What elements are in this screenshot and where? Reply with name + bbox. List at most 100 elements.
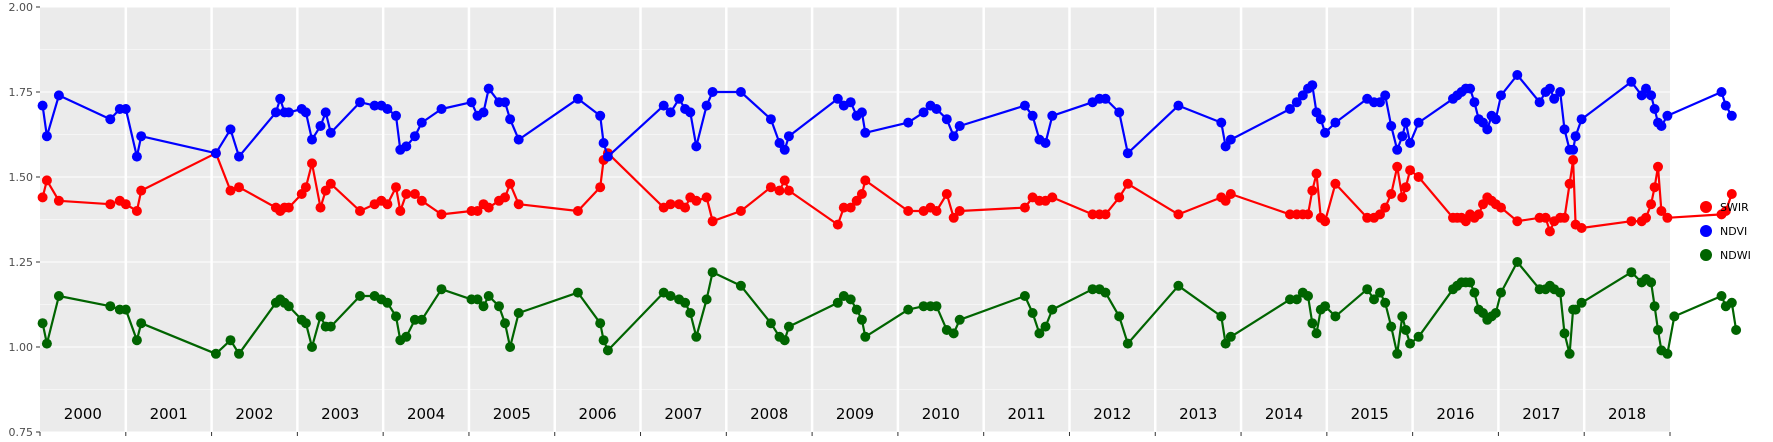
data-point-ndvi <box>779 144 790 155</box>
data-point-ndwi <box>1220 338 1231 349</box>
data-point-swir <box>483 202 494 213</box>
data-point-ndwi <box>1375 287 1385 298</box>
data-point-ndwi <box>602 345 613 356</box>
data-point-ndvi <box>685 107 696 118</box>
data-point-ndvi <box>1716 87 1727 97</box>
data-point-ndwi <box>851 304 862 315</box>
data-point-ndwi <box>1570 304 1581 315</box>
x-axis <box>39 432 1671 436</box>
data-point-swir <box>860 175 871 186</box>
data-point-ndwi <box>1469 287 1480 298</box>
year-label: 2008 <box>750 405 788 423</box>
data-point-ndwi <box>903 304 914 315</box>
data-point-ndvi <box>41 131 52 142</box>
data-point-swir <box>1019 202 1030 213</box>
data-point-ndvi <box>783 131 794 142</box>
data-point-ndwi <box>283 301 294 312</box>
data-point-swir <box>1114 192 1125 203</box>
data-point-swir <box>1626 216 1637 227</box>
data-point-ndvi <box>225 124 236 135</box>
data-point-ndvi <box>832 93 843 104</box>
data-point-swir <box>1413 172 1424 182</box>
legend-label-swir: SWIR <box>1720 201 1749 214</box>
data-point-ndvi <box>1512 70 1523 80</box>
data-point-ndwi <box>1649 301 1660 312</box>
year-label: 2013 <box>1179 405 1217 423</box>
data-point-ndwi <box>505 342 516 352</box>
data-point-ndwi <box>1512 257 1523 267</box>
data-point-ndwi <box>53 291 64 301</box>
data-point-ndvi <box>1549 93 1560 104</box>
data-point-ndwi <box>948 328 959 339</box>
data-point-ndvi <box>483 83 494 94</box>
data-point-swir <box>691 195 702 206</box>
data-point-ndvi <box>1375 97 1385 108</box>
data-point-ndwi <box>1307 318 1318 329</box>
data-point-ndwi <box>598 335 609 346</box>
data-point-ndvi <box>37 100 48 111</box>
data-point-swir <box>1173 209 1184 220</box>
data-point-ndwi <box>1216 311 1227 322</box>
data-point-ndwi <box>1330 311 1341 322</box>
data-point-swir <box>120 199 131 210</box>
data-point-swir <box>838 202 849 213</box>
data-point-swir <box>1047 192 1058 203</box>
data-point-ndvi <box>1220 141 1231 152</box>
data-point-swir <box>1726 189 1737 199</box>
legend-label-ndwi: NDWI <box>1720 249 1751 262</box>
data-point-swir <box>436 209 447 220</box>
data-point-ndvi <box>948 131 959 142</box>
data-point-swir <box>283 202 294 213</box>
data-point-swir <box>41 175 52 186</box>
series-ndwi <box>37 257 1742 359</box>
legend-key-ndvi <box>1700 225 1712 237</box>
data-point-swir <box>401 189 412 199</box>
data-point-swir <box>931 206 942 216</box>
data-point-ndwi <box>1653 325 1663 335</box>
data-point-swir <box>1330 178 1341 189</box>
data-point-swir <box>856 189 867 199</box>
data-point-ndvi <box>270 107 281 118</box>
data-point-ndvi <box>735 87 746 97</box>
data-point-ndwi <box>1027 308 1038 318</box>
data-point-ndvi <box>283 107 294 118</box>
data-point-swir <box>783 185 794 196</box>
data-point-ndvi <box>391 110 401 121</box>
data-point-ndvi <box>234 151 244 162</box>
data-point-ndvi <box>436 104 447 114</box>
data-point-ndvi <box>1216 117 1227 128</box>
y-tick-label: 2.00 <box>9 1 34 14</box>
data-point-swir <box>416 195 427 206</box>
data-point-swir <box>395 206 406 216</box>
data-point-ndwi <box>1034 328 1045 339</box>
data-point-swir <box>355 206 365 216</box>
data-point-swir <box>1405 165 1416 176</box>
data-point-ndvi <box>320 107 331 118</box>
data-point-ndvi <box>1405 138 1416 148</box>
y-tick-label: 1.50 <box>9 171 34 184</box>
data-point-ndvi <box>665 107 676 118</box>
data-point-ndvi <box>598 138 609 148</box>
data-point-ndvi <box>1027 110 1038 121</box>
data-point-ndvi <box>1100 93 1111 104</box>
data-point-ndvi <box>131 151 142 162</box>
data-point-ndwi <box>765 318 776 329</box>
data-point-ndvi <box>315 121 326 131</box>
data-point-ndwi <box>1465 277 1476 288</box>
year-label: 2018 <box>1608 405 1646 423</box>
data-point-swir <box>1653 161 1663 172</box>
data-point-ndwi <box>234 348 244 359</box>
data-point-ndwi <box>954 314 965 325</box>
data-point-ndwi <box>1496 287 1506 298</box>
data-point-swir <box>701 192 712 203</box>
data-point-ndwi <box>783 321 794 332</box>
data-point-ndvi <box>941 114 952 125</box>
data-point-ndvi <box>401 141 412 152</box>
data-point-swir <box>1320 216 1331 227</box>
data-point-swir <box>409 189 420 199</box>
data-point-ndwi <box>1114 311 1125 322</box>
data-point-ndvi <box>210 148 221 159</box>
data-point-ndwi <box>1380 297 1391 308</box>
data-point-ndwi <box>355 291 365 301</box>
data-point-ndvi <box>602 151 613 162</box>
